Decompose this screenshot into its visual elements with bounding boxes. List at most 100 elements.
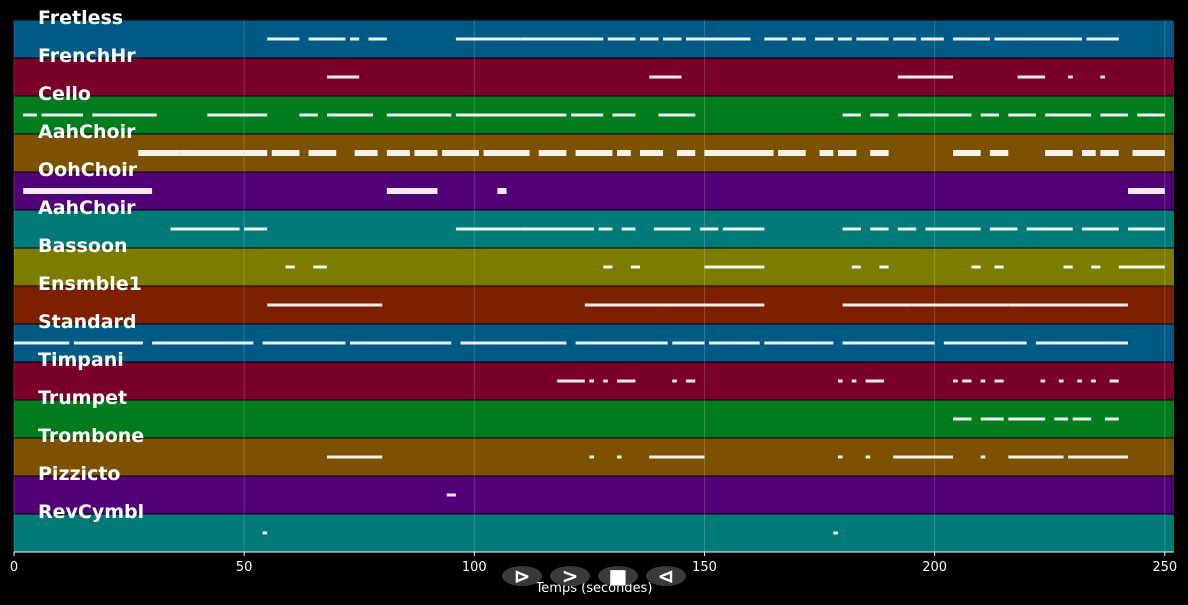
- note-2-6: [386, 113, 452, 117]
- note-2-14: [980, 113, 1000, 117]
- note-2-3: [207, 113, 268, 117]
- note-5-12: [925, 227, 981, 231]
- note-8-2: [152, 341, 254, 345]
- note-6-5: [851, 265, 861, 269]
- note-8-6: [575, 341, 668, 345]
- note-0-8: [640, 37, 659, 41]
- note-3-12: [617, 150, 631, 156]
- note-3-21: [989, 150, 1009, 156]
- note-5-5: [621, 227, 636, 231]
- note-5-10: [870, 227, 889, 231]
- track-label-2: Cello: [38, 83, 91, 105]
- note-9-7: [851, 379, 857, 383]
- note-5-0: [170, 227, 240, 231]
- note-6-0: [285, 265, 295, 269]
- note-3-7: [414, 150, 438, 156]
- note-7-0: [267, 303, 328, 307]
- rewind-button[interactable]: ⊲: [646, 564, 686, 588]
- note-11-7: [980, 455, 986, 459]
- track-label-3: AahChoir: [38, 121, 136, 143]
- note-9-14: [1058, 379, 1064, 383]
- note-0-9: [663, 37, 682, 41]
- note-9-3: [617, 379, 636, 383]
- note-3-19: [870, 150, 889, 156]
- note-2-17: [1100, 113, 1128, 117]
- rewind-icon: ⊲: [658, 564, 675, 588]
- note-3-6: [386, 150, 410, 156]
- note-5-15: [1081, 227, 1119, 231]
- note-0-21: [1026, 37, 1082, 41]
- note-9-6: [837, 379, 843, 383]
- note-7-1: [327, 303, 383, 307]
- grid-lines: [13, 20, 1166, 552]
- note-5-13: [989, 227, 1018, 231]
- note-0-2: [308, 37, 346, 41]
- track-label-1: FrenchHr: [38, 45, 136, 67]
- note-6-9: [1063, 265, 1073, 269]
- note-6-3: [630, 265, 641, 269]
- note-2-12: [870, 113, 889, 117]
- note-9-15: [1077, 379, 1082, 383]
- note-2-8: [570, 113, 604, 117]
- note-1-3: [1017, 75, 1046, 79]
- play-button[interactable]: ⊳: [502, 564, 542, 588]
- note-5-6: [653, 227, 691, 231]
- x-tick-label-2: 100: [462, 560, 487, 575]
- note-5-3: [520, 227, 594, 231]
- note-7-9: [1081, 303, 1128, 307]
- note-7-6: [911, 303, 958, 307]
- note-9-11: [980, 379, 986, 383]
- track-label-10: Trumpet: [38, 387, 127, 409]
- note-7-5: [842, 303, 912, 307]
- note-9-17: [1109, 379, 1119, 383]
- note-2-5: [327, 113, 374, 117]
- note-5-9: [842, 227, 861, 231]
- note-5-8: [722, 227, 765, 231]
- note-0-20: [994, 37, 1027, 41]
- note-8-3: [262, 341, 346, 345]
- note-8-12: [1035, 341, 1128, 345]
- note-1-0: [327, 75, 360, 79]
- note-10-1: [980, 417, 1004, 421]
- note-8-11: [943, 341, 1027, 345]
- note-0-6: [520, 37, 604, 41]
- track-label-8: Standard: [38, 311, 137, 333]
- note-3-23: [1081, 150, 1096, 156]
- note-12-1: [451, 493, 456, 497]
- note-2-11: [842, 113, 861, 117]
- stop-button-bg: [598, 566, 638, 586]
- note-2-7: [455, 113, 567, 117]
- note-0-12: [764, 37, 788, 41]
- x-axis: Temps (secondes) 0 50 100 150 200 250: [10, 551, 1177, 596]
- note-0-14: [814, 37, 834, 41]
- note-7-2: [584, 303, 659, 307]
- x-tick-label-3: 150: [692, 560, 717, 575]
- note-9-0: [557, 379, 585, 383]
- note-1-4: [1068, 75, 1073, 79]
- note-11-6: [893, 455, 954, 459]
- note-7-3: [658, 303, 705, 307]
- note-0-1: [280, 37, 300, 41]
- track-band-13: [14, 514, 1174, 552]
- note-9-9: [953, 379, 958, 383]
- note-1-1: [649, 75, 682, 79]
- note-0-22: [1086, 37, 1119, 41]
- note-0-16: [856, 37, 889, 41]
- forward-button[interactable]: >: [550, 564, 590, 588]
- track-band-1: [14, 58, 1174, 96]
- note-7-7: [957, 303, 1009, 307]
- note-3-25: [1132, 150, 1165, 156]
- stop-button[interactable]: ■: [598, 564, 638, 588]
- note-5-1: [244, 227, 268, 231]
- note-6-1: [313, 265, 328, 269]
- note-11-0: [327, 455, 383, 459]
- note-0-3: [350, 37, 360, 41]
- track-label-7: Ensmble1: [38, 273, 142, 295]
- note-3-1: [179, 150, 245, 156]
- note-0-0: [267, 37, 281, 41]
- note-7-8: [1008, 303, 1082, 307]
- note-3-2: [244, 150, 268, 156]
- note-2-13: [897, 113, 972, 117]
- note-4-1: [386, 188, 438, 194]
